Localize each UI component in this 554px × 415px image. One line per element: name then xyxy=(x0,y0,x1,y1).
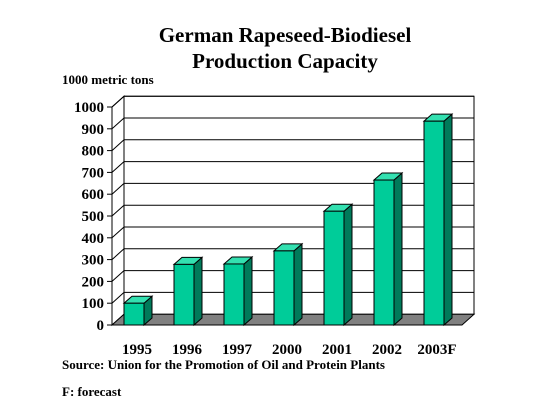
bar xyxy=(373,179,395,326)
y-tick-label: 100 xyxy=(82,296,105,312)
chart-title: German Rapeseed-Biodiesel Production Cap… xyxy=(120,22,450,74)
y-tick-label: 900 xyxy=(82,122,105,138)
x-tick-label: 1997 xyxy=(222,342,253,358)
y-tick-label: 200 xyxy=(82,274,105,290)
bar-side xyxy=(193,256,203,327)
bar-side xyxy=(293,242,303,327)
chart-title-line1: German Rapeseed-Biodiesel xyxy=(158,23,412,47)
bar xyxy=(323,210,345,326)
y-tick-label: 800 xyxy=(82,144,105,160)
y-tick-label: 1000 xyxy=(74,100,104,116)
gridline-side xyxy=(111,161,125,173)
bar xyxy=(223,263,245,326)
gridline-side xyxy=(111,139,125,151)
bar xyxy=(423,120,445,326)
gridline-side xyxy=(111,117,125,130)
bar xyxy=(173,263,195,326)
x-tick-label: 2003F xyxy=(417,342,456,358)
gridline-side xyxy=(111,292,125,304)
x-tick-label: 1995 xyxy=(122,342,152,358)
bar-side xyxy=(243,255,253,327)
x-tick-label: 2000 xyxy=(272,342,302,358)
y-tick-label: 300 xyxy=(82,253,105,269)
chart-title-line2: Production Capacity xyxy=(192,49,378,73)
bar-side xyxy=(343,203,353,327)
x-tick-label: 1996 xyxy=(172,342,203,358)
y-tick-label: 600 xyxy=(82,187,105,203)
bar-side xyxy=(393,171,403,327)
bar xyxy=(123,302,145,326)
x-tick-label: 2002 xyxy=(372,342,402,358)
y-tick-label: 700 xyxy=(82,165,105,181)
y-tick-label: 0 xyxy=(97,318,105,334)
bar-side xyxy=(443,113,453,327)
forecast-note: F: forecast xyxy=(62,384,122,399)
gridline-side xyxy=(111,204,125,217)
gridline-side xyxy=(111,270,125,282)
gridline-side xyxy=(111,95,125,108)
gridline-side xyxy=(111,226,125,239)
gridline-side xyxy=(111,248,125,260)
x-tick-label: 2001 xyxy=(322,342,352,358)
bar xyxy=(273,250,295,326)
source-note: Source: Union for the Promotion of Oil a… xyxy=(62,357,385,372)
y-tick-label: 400 xyxy=(82,231,105,247)
y-axis-label: 1000 metric tons xyxy=(62,72,154,87)
gridline-side xyxy=(111,183,125,195)
y-tick-label: 500 xyxy=(82,209,105,225)
